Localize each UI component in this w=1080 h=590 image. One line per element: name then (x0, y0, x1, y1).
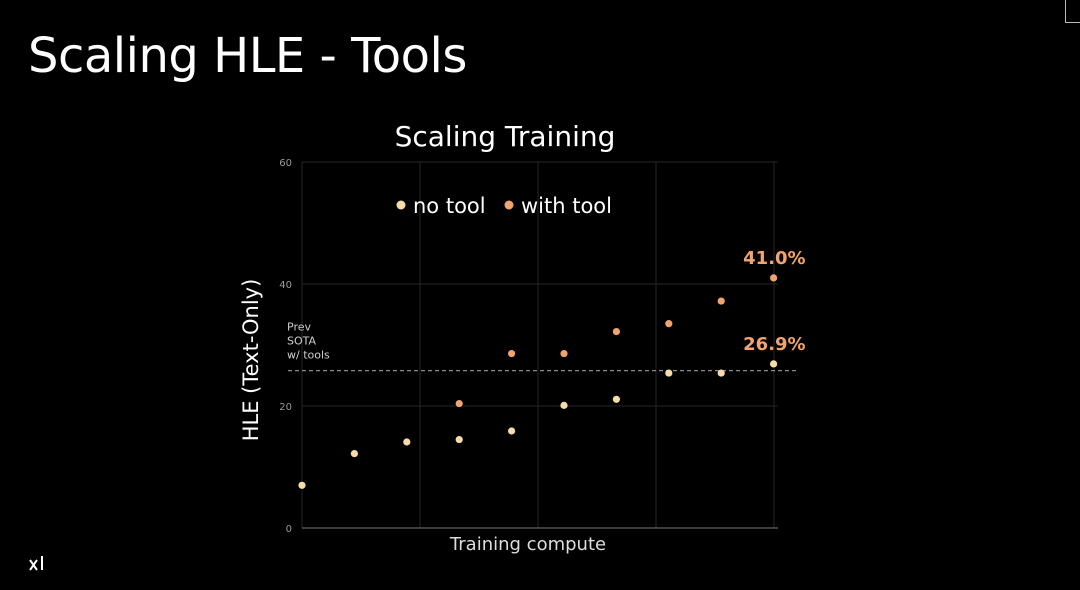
point-with-tool (560, 349, 568, 358)
legend-marker-no-tool (396, 200, 406, 210)
point-no-tool (665, 369, 673, 377)
point-no-tool (717, 369, 725, 377)
y-tick-label: 60 (279, 158, 292, 169)
y-tick-label: 20 (279, 402, 292, 413)
slide-title: Scaling HLE - Tools (28, 28, 467, 84)
point-no-tool (560, 401, 568, 409)
y-tick-label: 40 (279, 280, 292, 291)
point-no-tool (770, 360, 778, 368)
point-no-tool (350, 449, 358, 458)
point-with-tool (770, 274, 778, 282)
annotation-label: 26.9% (743, 334, 805, 355)
y-tick-label: 0 (286, 524, 292, 535)
point-no-tool (508, 427, 516, 435)
point-with-tool (665, 320, 673, 328)
point-with-tool (717, 297, 725, 305)
point-with-tool (508, 349, 516, 358)
point-no-tool (612, 395, 621, 403)
legend: no tool with tool (396, 194, 612, 218)
chart-title: Scaling Training (395, 120, 616, 153)
point-no-tool (298, 481, 306, 489)
y-axis-label: HLE (Text-Only) (239, 279, 263, 442)
reference-line-label: SOTA (287, 335, 317, 348)
point-no-tool (403, 438, 411, 446)
point-with-tool (612, 327, 621, 336)
annotations: 41.0% 26.9% (743, 248, 805, 355)
corner-bracket (1065, 0, 1080, 23)
legend-label-no-tool: no tool (413, 194, 486, 218)
legend-label-with-tool: with tool (521, 194, 612, 218)
x-axis-label: Training compute (449, 534, 606, 555)
point-no-tool (455, 435, 463, 444)
legend-marker-with-tool (504, 200, 514, 210)
point-with-tool (455, 399, 463, 408)
reference-line-label: Prev (287, 321, 311, 334)
data-points (298, 274, 778, 489)
xai-logo (29, 556, 43, 571)
reference-line-label: w/ tools (287, 349, 330, 362)
y-axis-ticks: 0 20 40 60 (279, 158, 292, 535)
chart-grid (301, 161, 778, 529)
annotation-label: 41.0% (743, 248, 805, 269)
